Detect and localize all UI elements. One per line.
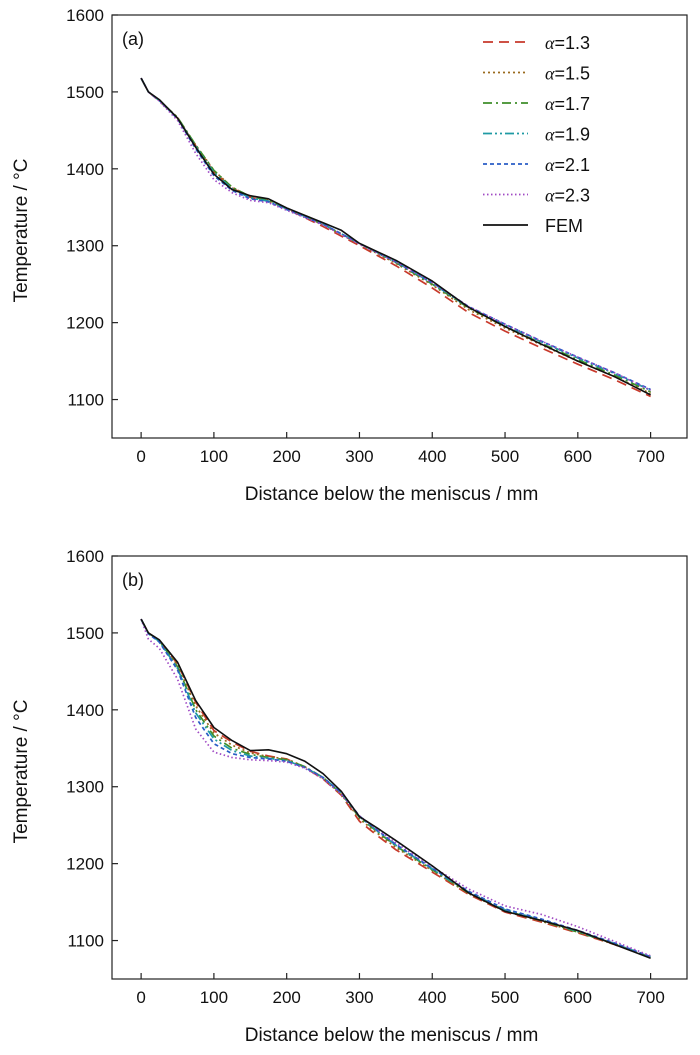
series-line-2 [140, 618, 651, 959]
alpha-value: =1.9 [554, 125, 590, 145]
y-axis-title: Temperature / °C [11, 159, 32, 303]
series-line-3 [140, 618, 651, 958]
series-group [140, 77, 651, 398]
alpha-value: =1.7 [554, 94, 590, 114]
y-tick-label: 1100 [67, 391, 104, 410]
series-line-4 [140, 77, 651, 391]
series-line-1 [140, 618, 651, 959]
y-tick-label: 1500 [66, 624, 104, 643]
alpha-symbol: α [545, 64, 555, 84]
x-tick-label: 200 [272, 447, 300, 466]
x-tick-label: 500 [491, 447, 519, 466]
series-line-0 [140, 618, 651, 959]
x-tick-label: 700 [636, 447, 664, 466]
series-line-4 [140, 618, 651, 958]
y-tick-label: 1600 [66, 547, 104, 566]
x-tick-label: 100 [200, 447, 228, 466]
x-tick-label: 0 [136, 447, 145, 466]
legend-label-2: α=1.7 [545, 94, 590, 114]
y-tick-label: 1300 [66, 778, 104, 797]
x-tick-label: 100 [200, 988, 228, 1007]
y-tick-label: 1400 [66, 160, 104, 179]
x-tick-label: 200 [272, 988, 300, 1007]
legend-label-3: α=1.9 [545, 125, 590, 145]
x-axis-title: Distance below the meniscus / mm [245, 484, 539, 505]
legend-label-5: α=2.3 [545, 186, 590, 206]
alpha-symbol: α [545, 186, 555, 206]
alpha-symbol: α [545, 155, 555, 175]
x-tick-label: 300 [345, 447, 373, 466]
series-line-6 [140, 618, 651, 959]
y-tick-label: 1100 [67, 932, 104, 951]
alpha-value: =2.3 [554, 186, 590, 206]
series-line-5 [140, 618, 651, 957]
alpha-symbol: α [545, 125, 555, 145]
x-tick-label: 700 [636, 988, 664, 1007]
x-tick-label: 0 [136, 988, 145, 1007]
y-tick-label: 1200 [66, 855, 104, 874]
panel-b-chart: 0 100 200 300 400 500 600 700 1100 1200 1300 1400 15… [11, 547, 688, 1046]
alpha-symbol: α [545, 33, 555, 53]
y-tick-label: 1400 [66, 701, 104, 720]
x-axis-title: Distance below the meniscus / mm [245, 1025, 539, 1046]
series-line-6 [140, 77, 651, 396]
alpha-symbol: α [545, 94, 555, 114]
y-tick-label: 1500 [66, 83, 104, 102]
panel-label: (a) [122, 29, 144, 49]
x-tick-label: 600 [564, 988, 592, 1007]
x-tick-label: 600 [564, 447, 592, 466]
y-axis-title: Temperature / °C [11, 700, 32, 844]
x-tick-label: 300 [345, 988, 373, 1007]
y-tick-label: 1600 [66, 6, 104, 25]
alpha-value: =2.1 [554, 155, 590, 175]
legend-label-0: α=1.3 [545, 33, 590, 53]
series-group [140, 618, 651, 959]
alpha-value: =1.5 [554, 64, 590, 84]
x-tick-label: 400 [418, 988, 446, 1007]
panel-label: (b) [122, 570, 144, 590]
x-tick-label: 500 [491, 988, 519, 1007]
legend-label-1: α=1.5 [545, 64, 590, 84]
legend-label-4: α=2.1 [545, 155, 590, 175]
y-tick-label: 1300 [66, 237, 104, 256]
panel-a-chart: 0 100 200 300 400 500 600 700 1100 1200 1300 1400 15… [11, 6, 688, 505]
y-tick-label: 1200 [66, 314, 104, 333]
plot-frame [111, 14, 688, 439]
plot-frame [111, 555, 688, 980]
alpha-value: =1.3 [554, 33, 590, 53]
legend-label-6: FEM [545, 216, 583, 236]
x-tick-label: 400 [418, 447, 446, 466]
series-line-0 [140, 77, 651, 398]
